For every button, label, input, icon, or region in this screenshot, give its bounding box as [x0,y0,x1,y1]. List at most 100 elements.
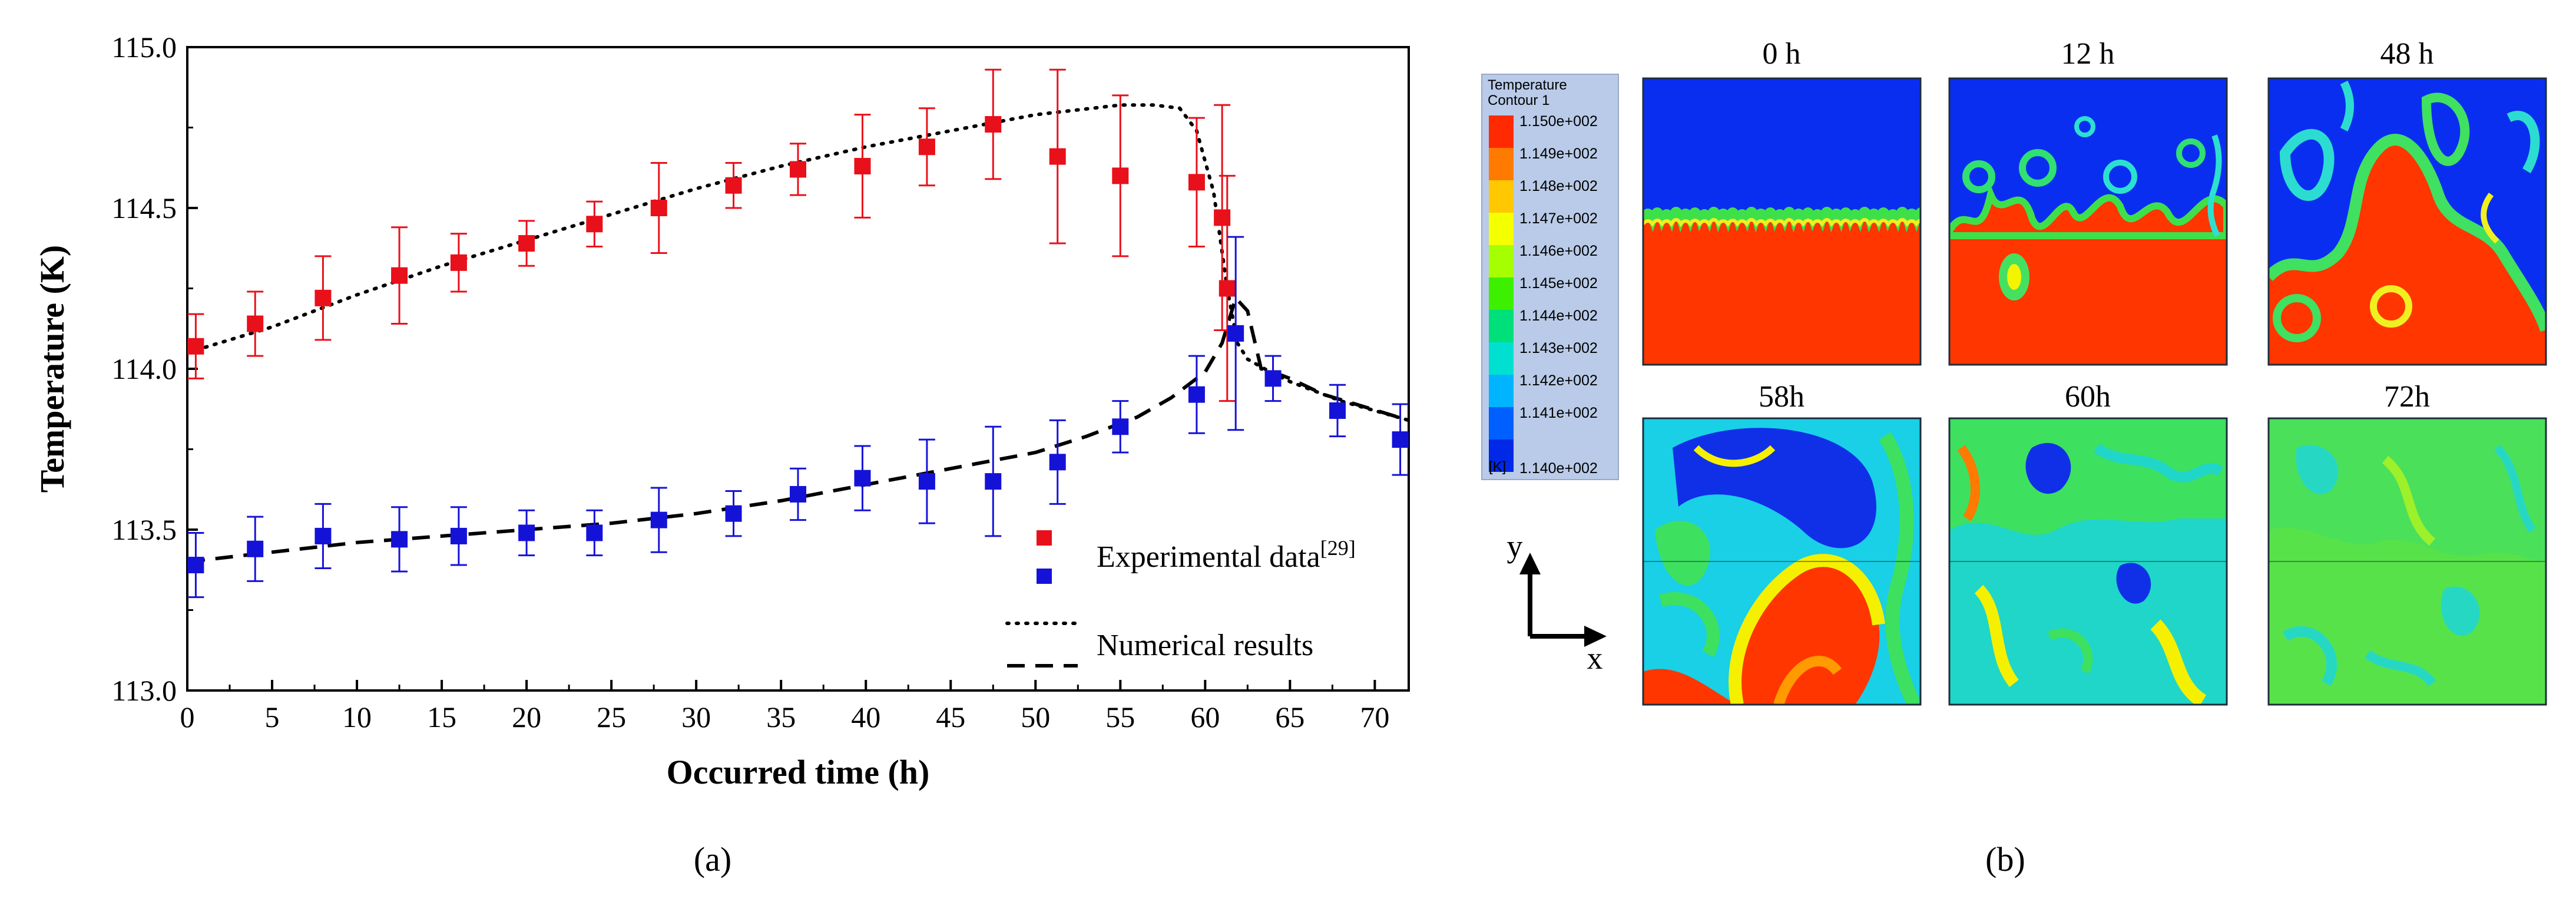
data-point [314,289,332,306]
data-point [187,338,204,355]
data-point [247,540,264,557]
colorbar-swatch [1489,342,1514,375]
colorbar-label: 1.143e+002 [1519,340,1598,356]
y-axis-indicator-label: y [1507,528,1523,564]
colorbar-label: 1.149e+002 [1519,146,1598,162]
data-point [650,200,667,216]
data-point [1049,454,1066,471]
y-tick-label: 114.0 [111,352,177,385]
x-tick-label: 0 [180,701,195,734]
data-point [391,531,408,548]
numerical-line-dashed [187,295,1409,564]
contour-label-60h: 60h [2065,380,2111,414]
contour-colorbar: 1.150e+002 1.149e+002 1.148e+002 1.147e+002… [1489,113,1598,477]
data-point [1112,418,1129,435]
data-point [1049,148,1066,165]
y-axis-ticks: 113.0 113.5 114.0 114.5 115.0 [111,31,198,707]
contour-label-0h: 0 h [1763,37,1801,71]
x-tick-label: 70 [1360,701,1389,734]
legend-experimental-label: Experimental data [1097,540,1320,574]
colorbar-label: 1.145e+002 [1519,275,1598,292]
numerical-lines [187,103,1409,564]
data-point [725,505,742,522]
contour-legend-title: Temperature [1488,77,1567,93]
x-tick-label: 50 [1021,701,1050,734]
x-tick-label: 20 [512,701,541,734]
legend-experimental-ref: [29] [1320,536,1356,560]
colorbar-label: 1.141e+002 [1519,405,1598,421]
y-axis-label: Temperature (K) [33,245,71,493]
legend-numerical-label: Numerical results [1097,629,1313,662]
data-point [918,138,935,156]
contour-label-48h: 48 h [2380,37,2434,71]
x-tick-label: 5 [265,701,280,734]
data-point [854,470,871,487]
colorbar-swatch [1489,440,1514,472]
colorbar-label: 1.150e+002 [1519,113,1598,130]
x-tick-label: 35 [766,701,796,734]
data-point [725,177,742,194]
data-point [314,527,332,544]
contour-0h [1643,78,1921,365]
colorbar-label: 1.142e+002 [1519,372,1598,389]
colorbar-swatch [1489,148,1514,180]
y-tick-label: 113.0 [111,674,177,707]
data-point [650,511,667,528]
data-point [586,524,603,541]
contour-label-72h: 72h [2384,380,2430,414]
colorbar-label: 1.147e+002 [1519,210,1598,227]
x-tick-label: 60 [1190,701,1220,734]
x-tick-label: 45 [936,701,965,734]
numerical-line-dotted [187,103,1409,422]
x-tick-label: 30 [681,701,711,734]
y-tick-label: 115.0 [111,31,177,64]
x-tick-label: 25 [597,701,626,734]
colorbar-swatch [1489,407,1514,440]
x-tick-label: 65 [1275,701,1304,734]
data-point [1329,402,1346,419]
colorbar-swatch [1489,375,1514,407]
chart-legend: Experimental data[29] Numerical results [1005,530,1356,668]
x-tick-label: 15 [427,701,456,734]
data-point [790,161,806,178]
data-point [450,527,467,544]
data-point [790,485,806,503]
data-point [247,315,264,332]
x-tick-label: 40 [851,701,880,734]
contour-72h [2269,418,2546,705]
colorbar-label: 1.146e+002 [1519,243,1598,259]
x-axis-label: Occurred time (h) [667,753,930,791]
data-point [391,267,408,284]
xy-axes-indicator: y x [1507,528,1607,676]
data-point [985,116,1002,133]
legend-experimental: Experimental data[29] [1097,536,1356,574]
legend-marker-blue [1037,569,1052,584]
panel-b-label: (b) [1985,840,2025,878]
contour-60h [1949,418,2227,705]
temperature-chart: 0 5 10 15 20 25 30 35 40 45 50 55 60 65 70 113.0113.51… [33,31,1410,878]
experimental-points [187,68,1409,599]
contour-panel: Temperature Contour 1 1.150e+002 1.149e+0… [1481,37,2547,878]
panel-a-label: (a) [694,840,731,878]
data-point [1112,167,1129,184]
data-point [586,216,603,233]
data-point [1219,280,1236,297]
x-axis-ticks: 0 5 10 15 20 25 30 35 40 45 50 55 60 65 70 [180,680,1389,734]
contour-48h [2269,78,2546,365]
contour-legend-subtitle: Contour 1 [1488,92,1549,108]
data-point [1392,431,1409,448]
colorbar-label: 1.144e+002 [1519,308,1598,324]
colorbar-label: 1.140e+002 [1519,460,1598,477]
colorbar-swatch [1489,115,1514,148]
data-point [450,254,467,271]
contour-legend-unit: [K] [1489,459,1506,475]
data-point [518,235,535,252]
contour-label-58h: 58h [1759,380,1804,414]
colorbar-swatch [1489,245,1514,277]
colorbar-swatch [1489,310,1514,342]
y-tick-label: 114.5 [111,191,177,224]
x-axis-indicator-label: x [1587,640,1603,676]
colorbar-swatch [1489,180,1514,213]
colorbar-swatch [1489,277,1514,310]
